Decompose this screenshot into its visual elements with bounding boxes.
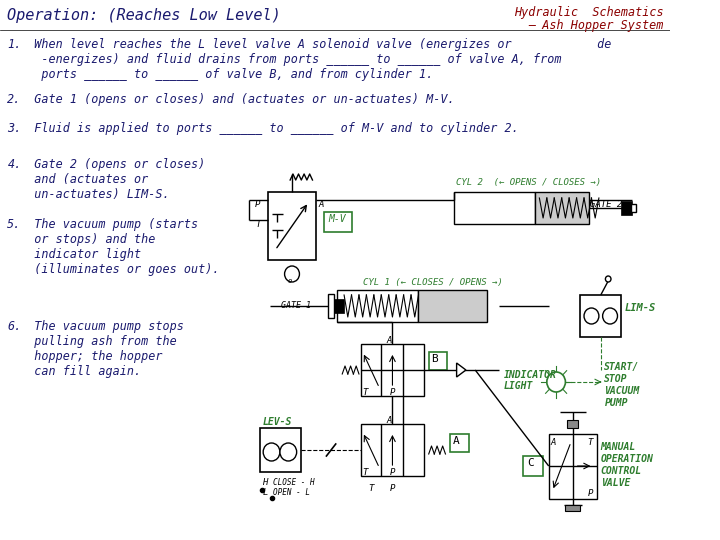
Text: CONTROL: CONTROL [600, 466, 642, 476]
Text: PUMP: PUMP [605, 398, 628, 408]
Text: o: o [288, 278, 292, 284]
Text: Hydraulic  Schematics: Hydraulic Schematics [514, 6, 664, 19]
Bar [631, 204, 636, 212]
Text: Gate 2 (opens or closes)
  and (actuates or
  un-actuates) LIM-S.: Gate 2 (opens or closes) and (actuates o… [20, 158, 206, 201]
Text: P: P [390, 388, 395, 397]
Text: P: P [588, 489, 593, 498]
Text: LIGHT: LIGHT [504, 381, 534, 391]
Text: 4.: 4. [7, 158, 22, 171]
Bar [549, 434, 597, 499]
Text: LEV-S: LEV-S [262, 417, 292, 427]
Text: GATE 2: GATE 2 [590, 200, 622, 209]
Bar [261, 428, 301, 472]
Bar [621, 201, 632, 215]
Bar [523, 456, 543, 476]
Text: CYL 2  (← OPENS / CLOSES →): CYL 2 (← OPENS / CLOSES →) [456, 178, 600, 187]
Bar [535, 192, 589, 224]
Text: A: A [387, 416, 392, 425]
Bar [333, 299, 344, 313]
Bar [323, 212, 351, 232]
Text: INDICATOR: INDICATOR [504, 370, 557, 380]
Bar [328, 294, 334, 318]
Bar [450, 434, 469, 452]
Bar [580, 295, 621, 337]
Text: 2.: 2. [7, 93, 22, 106]
Text: T: T [588, 438, 593, 447]
Text: START/: START/ [605, 362, 640, 372]
Text: When level reaches the L level valve A solenoid valve (energizes or            d: When level reaches the L level valve A s… [20, 38, 612, 81]
Circle shape [284, 266, 300, 282]
Text: M-V: M-V [328, 214, 346, 224]
Circle shape [584, 308, 599, 324]
Text: A: A [551, 438, 556, 447]
Text: A: A [387, 336, 392, 345]
Text: T: T [368, 484, 374, 493]
Circle shape [606, 276, 611, 282]
Text: STOP: STOP [605, 374, 628, 384]
Bar [361, 424, 424, 476]
Bar [454, 192, 535, 224]
Text: MANUAL: MANUAL [600, 442, 636, 452]
Text: CYL 1 (← CLOSES / OPENS →): CYL 1 (← CLOSES / OPENS →) [363, 278, 503, 287]
Text: L: L [262, 488, 268, 497]
Bar [418, 290, 487, 322]
Text: 6.: 6. [7, 320, 22, 333]
Circle shape [546, 372, 565, 392]
Bar [567, 420, 578, 428]
Text: Operation: (Reaches Low Level): Operation: (Reaches Low Level) [7, 8, 282, 23]
Text: LIM-S: LIM-S [625, 303, 656, 313]
Polygon shape [456, 363, 466, 377]
Text: P: P [255, 200, 260, 209]
Bar [337, 290, 418, 322]
Text: T: T [255, 220, 260, 229]
Text: T: T [363, 468, 368, 477]
Bar [428, 352, 447, 370]
Text: – Ash Hopper System: – Ash Hopper System [528, 19, 664, 32]
Text: H: H [262, 478, 268, 487]
Text: The vacuum pump stops
  pulling ash from the
  hopper; the hopper
  can fill aga: The vacuum pump stops pulling ash from t… [20, 320, 184, 378]
Text: 1.: 1. [7, 38, 22, 51]
Text: B: B [431, 354, 438, 364]
Text: 3.: 3. [7, 122, 22, 135]
Text: A: A [453, 436, 459, 446]
Bar [268, 192, 316, 260]
Text: OPEN - L: OPEN - L [274, 488, 310, 497]
Text: VALVE: VALVE [600, 478, 630, 488]
Circle shape [280, 443, 297, 461]
Text: T: T [363, 388, 368, 397]
Text: GATE 1: GATE 1 [281, 301, 311, 310]
Text: 5.: 5. [7, 218, 22, 231]
Bar [565, 505, 580, 511]
Text: C: C [527, 458, 534, 468]
Text: P: P [390, 484, 395, 493]
Text: Gate 1 (opens or closes) and (actuates or un-actuates) M-V.: Gate 1 (opens or closes) and (actuates o… [20, 93, 455, 106]
Bar [361, 344, 424, 396]
Circle shape [603, 308, 618, 324]
Text: VACUUM: VACUUM [605, 386, 640, 396]
Text: A: A [318, 200, 323, 209]
Text: P: P [390, 468, 395, 477]
Circle shape [264, 443, 280, 461]
Text: OPERATION: OPERATION [600, 454, 654, 464]
Text: CLOSE - H: CLOSE - H [274, 478, 315, 487]
Text: The vacuum pump (starts
  or stops) and the
  indicator light
  (illuminates or : The vacuum pump (starts or stops) and th… [20, 218, 220, 276]
Text: Fluid is applied to ports ______ to ______ of M-V and to cylinder 2.: Fluid is applied to ports ______ to ____… [20, 122, 519, 135]
